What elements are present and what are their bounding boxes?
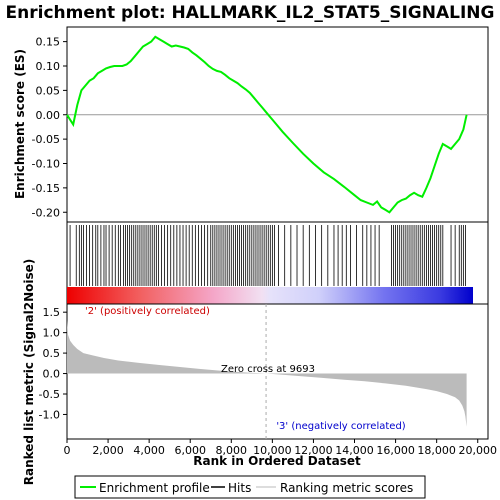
es-ytick-label: 0.10 bbox=[36, 60, 61, 73]
es-ytick-label: 0.00 bbox=[36, 109, 61, 122]
legend-label-enrichment: Enrichment profile bbox=[99, 481, 210, 495]
hits-group bbox=[69, 225, 466, 286]
xtick-label: 8,000 bbox=[216, 444, 248, 457]
xtick-label: 20,000 bbox=[458, 444, 497, 457]
es-ytick-label: -0.05 bbox=[32, 133, 60, 146]
ranking-metric-area bbox=[67, 320, 467, 427]
legend-box bbox=[74, 475, 426, 499]
enrichment-profile-line bbox=[66, 35, 468, 214]
metric-ylabel: Ranked list metric (Signal2Noise) bbox=[22, 259, 36, 486]
xtick-label: 0 bbox=[64, 444, 71, 457]
xtick-label: 6,000 bbox=[174, 444, 206, 457]
positive-correlation-label: '2' (positively correlated) bbox=[85, 306, 210, 317]
metric-ytick-label: 1.0 bbox=[43, 327, 61, 340]
xlabel: Rank in Ordered Dataset bbox=[193, 454, 361, 468]
es-ytick-label: -0.15 bbox=[32, 182, 60, 195]
metric-ytick-label: 0.5 bbox=[43, 347, 61, 360]
es-ytick-label: 0.15 bbox=[36, 36, 61, 49]
legend-label-hits: Hits bbox=[228, 481, 251, 495]
metric-ytick-label: -0.5 bbox=[39, 388, 60, 401]
xtick-label: 18,000 bbox=[417, 444, 456, 457]
chart-title: Enrichment plot: HALLMARK_IL2_STAT5_SIGN… bbox=[6, 3, 495, 23]
metric-ytick-label: 1.5 bbox=[43, 306, 61, 319]
zero-cross-label: Zero cross at 9693 bbox=[221, 364, 315, 375]
xtick-label: 10,000 bbox=[253, 444, 292, 457]
legend-label-ranking: Ranking metric scores bbox=[280, 481, 413, 495]
xtick-label: 4,000 bbox=[133, 444, 165, 457]
xtick-label: 12,000 bbox=[294, 444, 333, 457]
rank-color-bar bbox=[67, 287, 473, 304]
metric-ytick-label: -1.0 bbox=[39, 408, 60, 421]
xtick-label: 16,000 bbox=[376, 444, 415, 457]
es-ytick-label: -0.20 bbox=[32, 206, 60, 219]
negative-correlation-label: '3' (negatively correlated) bbox=[276, 421, 405, 432]
metric-ytick-label: 0.0 bbox=[43, 368, 61, 381]
es-ytick-label: -0.10 bbox=[32, 158, 60, 171]
xtick-label: 14,000 bbox=[335, 444, 374, 457]
xtick-label: 2,000 bbox=[92, 444, 124, 457]
es-ytick-label: 0.05 bbox=[36, 84, 61, 97]
es-ylabel: Enrichment score (ES) bbox=[13, 49, 27, 199]
